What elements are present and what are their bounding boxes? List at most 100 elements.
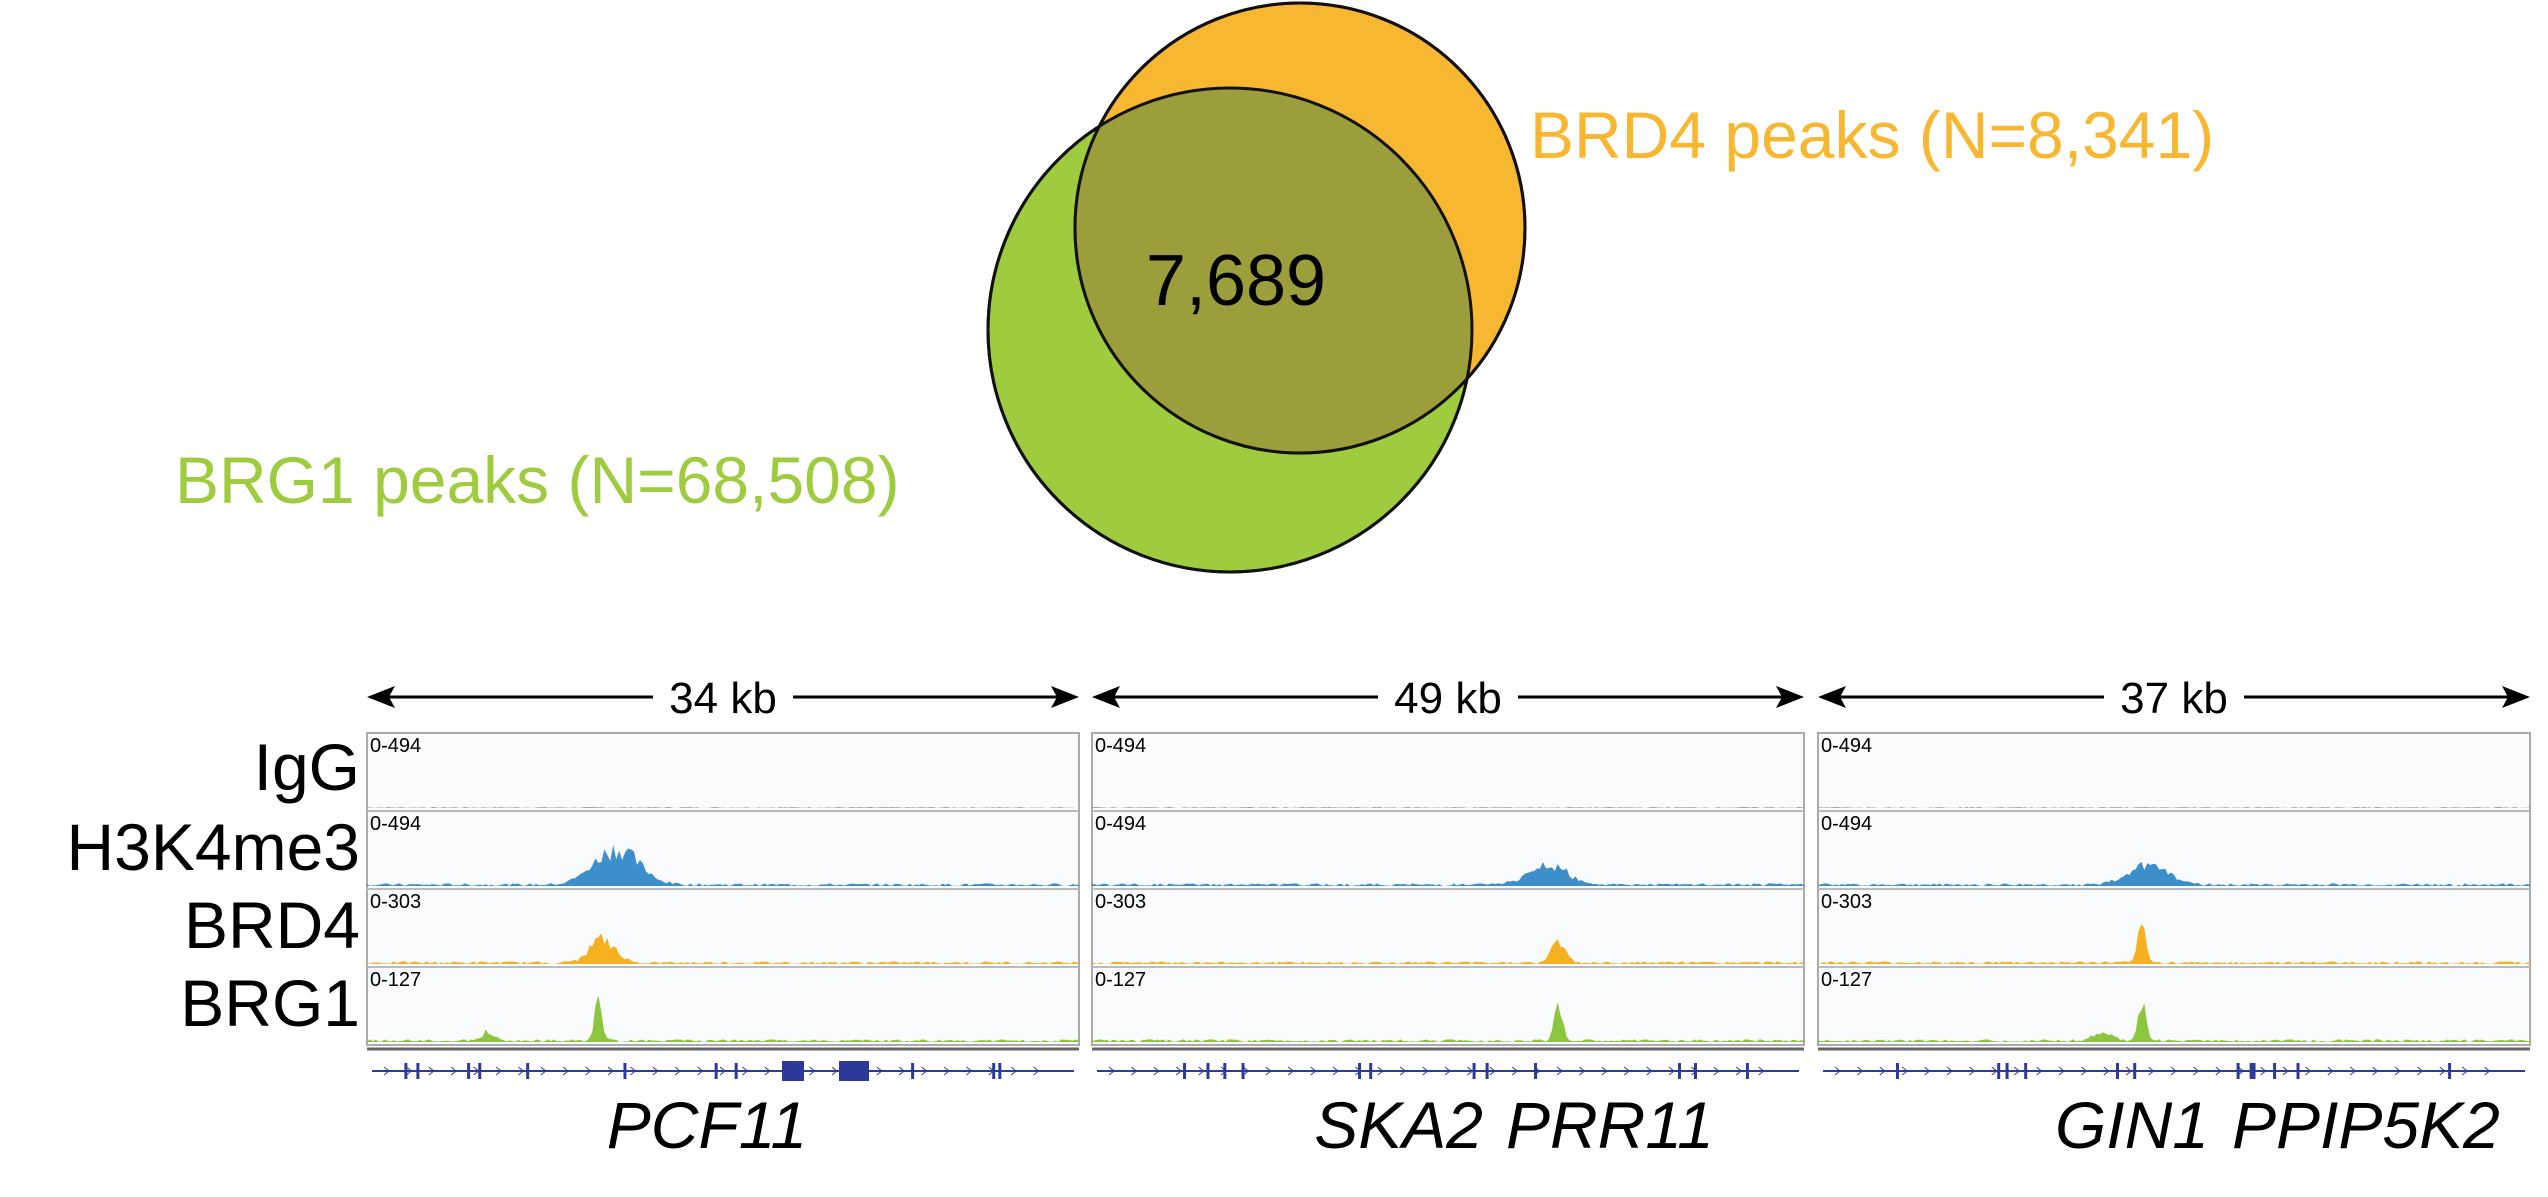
exon: [1472, 1063, 1476, 1079]
exon: [2236, 1063, 2240, 1079]
track-range: 0-303: [370, 891, 421, 913]
strand-chevron-icon: [1198, 1066, 1205, 1076]
track-label-igg: IgG: [254, 730, 360, 804]
strand-chevron-icon: [652, 1066, 659, 1076]
strand-chevron-icon: [742, 1066, 749, 1076]
exon: [2005, 1063, 2009, 1079]
venn-diagram: 7,689 BRD4 peaks (N=8,341) BRG1 peaks (N…: [175, 1, 2214, 574]
venn-overlap-region: [1075, 87, 1472, 453]
strand-chevron-icon: [2394, 1066, 2401, 1076]
scale-label: 49 kb: [1394, 674, 1502, 723]
track-h3k4me3: 0-494: [1092, 810, 1804, 886]
gene-name: PPIP5K2: [2232, 1088, 2500, 1162]
track-range: 0-127: [1095, 969, 1146, 991]
track-label-brd4: BRD4: [184, 888, 360, 962]
strand-chevron-icon: [1010, 1066, 1018, 1076]
browser-panel: 49 kb 0-494 0-494 0-303 0-127 SKA2 PRR11: [1091, 667, 1805, 1162]
exon: [1358, 1063, 1362, 1079]
exon: [1206, 1063, 1210, 1079]
exon: [467, 1063, 471, 1079]
exon: [714, 1063, 718, 1079]
track-brd4: 0-303: [1818, 888, 2530, 964]
track-range: 0-494: [370, 735, 421, 757]
strand-chevron-icon: [2305, 1066, 2312, 1076]
strand-chevron-icon: [1444, 1066, 1451, 1076]
strand-chevron-icon: [1332, 1066, 1339, 1076]
strand-chevron-icon: [1556, 1066, 1563, 1076]
strand-chevron-icon: [2148, 1066, 2155, 1076]
strand-chevron-icon: [943, 1066, 950, 1076]
strand-chevron-icon: [1601, 1066, 1608, 1076]
strand-chevron-icon: [2372, 1066, 2379, 1076]
strand-chevron-icon: [518, 1066, 525, 1076]
arrow-left-icon: [1818, 686, 1846, 708]
track-brd4: 0-303: [367, 888, 1079, 964]
track-label-h3k4me3: H3K4me3: [67, 810, 361, 884]
track-brd4: 0-303: [1092, 888, 1804, 964]
scale-bar: 37 kb: [1818, 667, 2530, 723]
arrow-left-icon: [367, 686, 395, 708]
exon: [416, 1063, 420, 1079]
track-range: 0-494: [370, 813, 421, 835]
strand-chevron-icon: [1243, 1066, 1250, 1076]
strand-chevron-icon: [2058, 1066, 2065, 1076]
strand-chevron-icon: [1265, 1066, 1272, 1076]
track-igg: 0-494: [367, 735, 1079, 808]
track-range: 0-127: [1821, 969, 1872, 991]
gene-name: GIN1: [2055, 1088, 2209, 1162]
strand-chevron-icon: [1834, 1066, 1841, 1076]
exon: [1997, 1063, 2001, 1079]
strand-chevron-icon: [1175, 1066, 1183, 1076]
exon: [2296, 1063, 2300, 1079]
track-brg1: 0-127: [1092, 966, 1804, 1042]
scale-bar: 34 kb: [367, 667, 1079, 723]
strand-chevron-icon: [1879, 1066, 1886, 1076]
strand-chevron-icon: [1422, 1066, 1429, 1076]
strand-chevron-icon: [562, 1066, 570, 1076]
strand-chevron-icon: [2417, 1066, 2424, 1076]
brd4-peaks-label: BRD4 peaks (N=8,341): [1530, 98, 2214, 172]
strand-chevron-icon: [1735, 1066, 1743, 1076]
track-range: 0-127: [370, 969, 421, 991]
strand-chevron-icon: [2170, 1066, 2177, 1076]
track-igg: 0-494: [1818, 735, 2530, 808]
strand-chevron-icon: [2081, 1066, 2088, 1076]
browser-panel: 34 kb 0-494 0-494 0-303 0-127 PCF11: [366, 667, 1080, 1162]
arrow-left-icon: [1092, 686, 1120, 708]
exon: [1369, 1063, 1373, 1079]
gene-name: SKA2: [1314, 1088, 1483, 1162]
strand-chevron-icon: [2461, 1066, 2469, 1076]
exon: [992, 1063, 996, 1079]
strand-chevron-icon: [1668, 1066, 1675, 1076]
strand-chevron-icon: [1623, 1066, 1631, 1076]
strand-chevron-icon: [495, 1066, 502, 1076]
strand-chevron-icon: [1108, 1066, 1115, 1076]
strand-chevron-icon: [2193, 1066, 2200, 1076]
strand-chevron-icon: [1924, 1066, 1931, 1076]
brg1-outline: [986, 86, 1474, 574]
signal-area: [367, 806, 1079, 808]
exon: [1223, 1063, 1227, 1079]
track-range: 0-494: [1821, 813, 1872, 835]
strand-chevron-icon: [383, 1066, 390, 1076]
strand-chevron-icon: [1969, 1066, 1976, 1076]
strand-chevron-icon: [1287, 1066, 1295, 1076]
strand-chevron-icon: [2103, 1066, 2110, 1076]
signal-area: [1818, 861, 2530, 886]
exon: [2273, 1063, 2277, 1079]
exon: [526, 1063, 530, 1079]
strand-chevron-icon: [1713, 1066, 1720, 1076]
exon: [734, 1063, 738, 1079]
strand-chevron-icon: [1857, 1066, 1864, 1076]
track-label-brg1: BRG1: [180, 966, 360, 1040]
strand-chevron-icon: [1310, 1066, 1317, 1076]
exon: [2249, 1063, 2253, 1079]
strand-chevron-icon: [1991, 1066, 1998, 1076]
strand-chevron-icon: [406, 1066, 413, 1076]
exon: [1745, 1063, 1749, 1079]
gene-model: [1097, 1063, 1799, 1079]
strand-chevron-icon: [966, 1066, 973, 1076]
strand-chevron-icon: [809, 1066, 816, 1076]
